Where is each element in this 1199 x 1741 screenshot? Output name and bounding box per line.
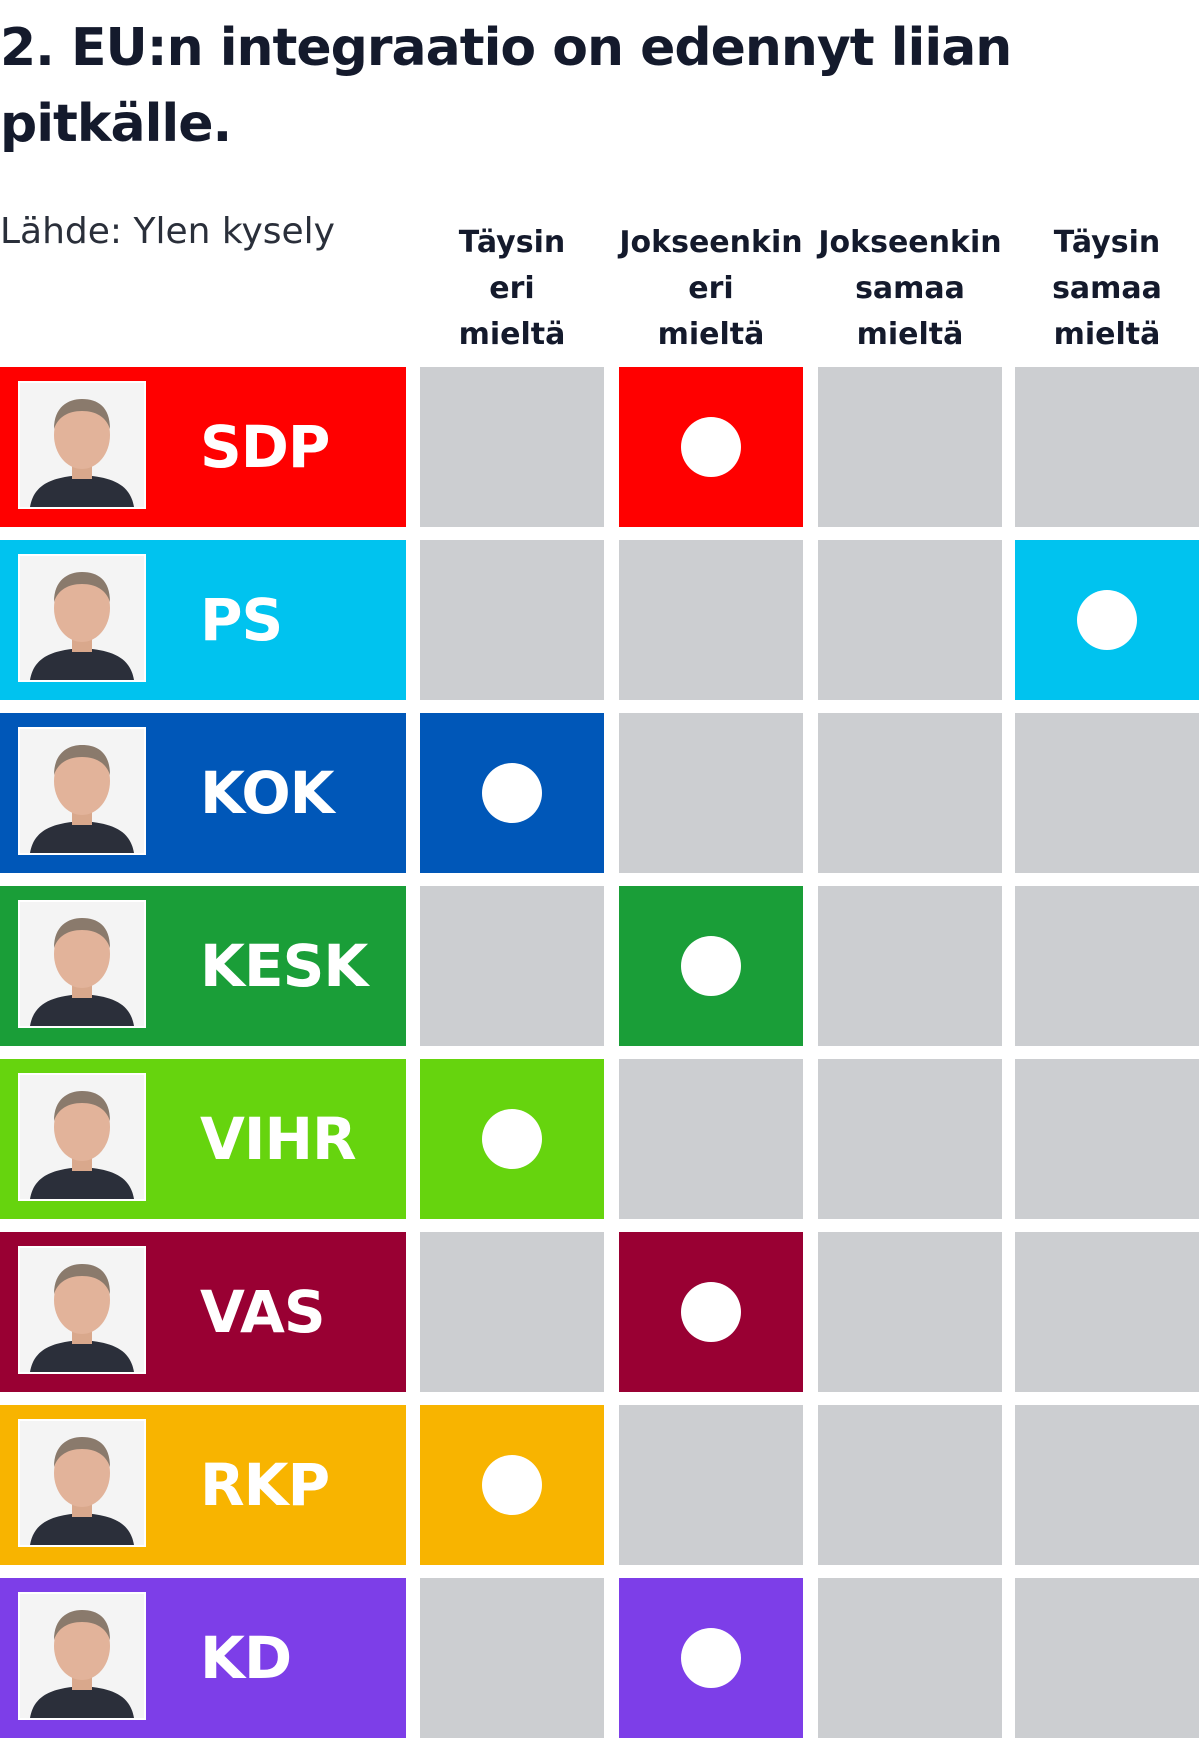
answer-cell-empty: [420, 367, 604, 527]
chart-title: 2. EU:n integraatio on edennyt liian pit…: [0, 18, 1012, 154]
answer-cell-selected: [420, 1405, 604, 1565]
answer-cell-empty: [420, 540, 604, 700]
party-cell-sdp: SDP: [0, 367, 406, 527]
answer-marker-dot: [681, 1282, 741, 1342]
column-header-line: samaa: [1052, 271, 1162, 306]
answer-cell-empty: [818, 367, 1002, 527]
answer-marker-dot: [482, 763, 542, 823]
portrait-icon: [18, 381, 146, 509]
party-cell-vas: VAS: [0, 1232, 406, 1392]
portrait-icon: [18, 900, 146, 1028]
party-label: KESK: [200, 932, 368, 1000]
answer-cell-selected: [619, 367, 803, 527]
answer-cell-selected: [1015, 540, 1199, 700]
portrait-icon: [18, 1073, 146, 1201]
answer-cell-empty: [1015, 1059, 1199, 1219]
answer-cell-selected: [420, 713, 604, 873]
answer-cell-empty: [1015, 713, 1199, 873]
party-cell-kok: KOK: [0, 713, 406, 873]
answer-cell-empty: [1015, 1232, 1199, 1392]
column-header-line: mieltä: [458, 317, 566, 352]
answer-marker-dot: [681, 936, 741, 996]
party-cell-kd: KD: [0, 1578, 406, 1738]
column-header-line: eri: [688, 271, 734, 306]
column-header-line: Täysin: [458, 225, 566, 260]
chart-source: Lähde: Ylen kysely: [0, 211, 335, 252]
portrait-icon: [18, 1246, 146, 1374]
answer-cell-selected: [619, 1578, 803, 1738]
answer-marker-dot: [482, 1455, 542, 1515]
column-header-line: mieltä: [856, 317, 964, 352]
answer-cell-selected: [619, 886, 803, 1046]
party-label: RKP: [200, 1451, 330, 1519]
answer-cell-empty: [619, 1059, 803, 1219]
answer-marker-dot: [681, 417, 741, 477]
answer-cell-empty: [818, 540, 1002, 700]
answer-cell-selected: [420, 1059, 604, 1219]
answer-cell-empty: [619, 713, 803, 873]
answer-cell-empty: [818, 1405, 1002, 1565]
party-cell-ps: PS: [0, 540, 406, 700]
answer-cell-empty: [420, 1232, 604, 1392]
column-header-1: Täysin eri mieltä: [417, 220, 607, 358]
party-cell-rkp: RKP: [0, 1405, 406, 1565]
party-label: KD: [200, 1624, 292, 1692]
party-label: VIHR: [200, 1105, 357, 1173]
answer-marker-dot: [482, 1109, 542, 1169]
portrait-icon: [18, 1419, 146, 1547]
answer-cell-empty: [1015, 367, 1199, 527]
column-header-line: Täysin: [1053, 225, 1161, 260]
party-label: SDP: [200, 413, 330, 481]
answer-cell-empty: [420, 886, 604, 1046]
portrait-icon: [18, 1592, 146, 1720]
column-header-line: Jokseenkin: [619, 225, 803, 260]
column-header-4: Täysin samaa mieltä: [1012, 220, 1199, 358]
answer-cell-empty: [420, 1578, 604, 1738]
column-header-line: eri: [489, 271, 535, 306]
answer-cell-selected: [619, 1232, 803, 1392]
answer-cell-empty: [818, 1059, 1002, 1219]
party-label: KOK: [200, 759, 335, 827]
party-cell-kesk: KESK: [0, 886, 406, 1046]
answer-cell-empty: [818, 713, 1002, 873]
portrait-icon: [18, 554, 146, 682]
portrait-icon: [18, 727, 146, 855]
party-label: PS: [200, 586, 283, 654]
answer-cell-empty: [619, 540, 803, 700]
answer-marker-dot: [1077, 590, 1137, 650]
answer-marker-dot: [681, 1628, 741, 1688]
column-header-line: mieltä: [657, 317, 765, 352]
answer-cell-empty: [1015, 886, 1199, 1046]
answer-cell-empty: [1015, 1405, 1199, 1565]
column-header-3: Jokseenkin samaa mieltä: [815, 220, 1005, 358]
column-header-line: mieltä: [1053, 317, 1161, 352]
column-header-line: Jokseenkin: [818, 225, 1002, 260]
answer-cell-empty: [1015, 1578, 1199, 1738]
column-header-2: Jokseenkin eri mieltä: [616, 220, 806, 358]
answer-cell-empty: [818, 1232, 1002, 1392]
answer-cell-empty: [818, 1578, 1002, 1738]
answer-cell-empty: [818, 886, 1002, 1046]
party-cell-vihr: VIHR: [0, 1059, 406, 1219]
column-header-line: samaa: [855, 271, 965, 306]
answer-cell-empty: [619, 1405, 803, 1565]
party-label: VAS: [200, 1278, 326, 1346]
